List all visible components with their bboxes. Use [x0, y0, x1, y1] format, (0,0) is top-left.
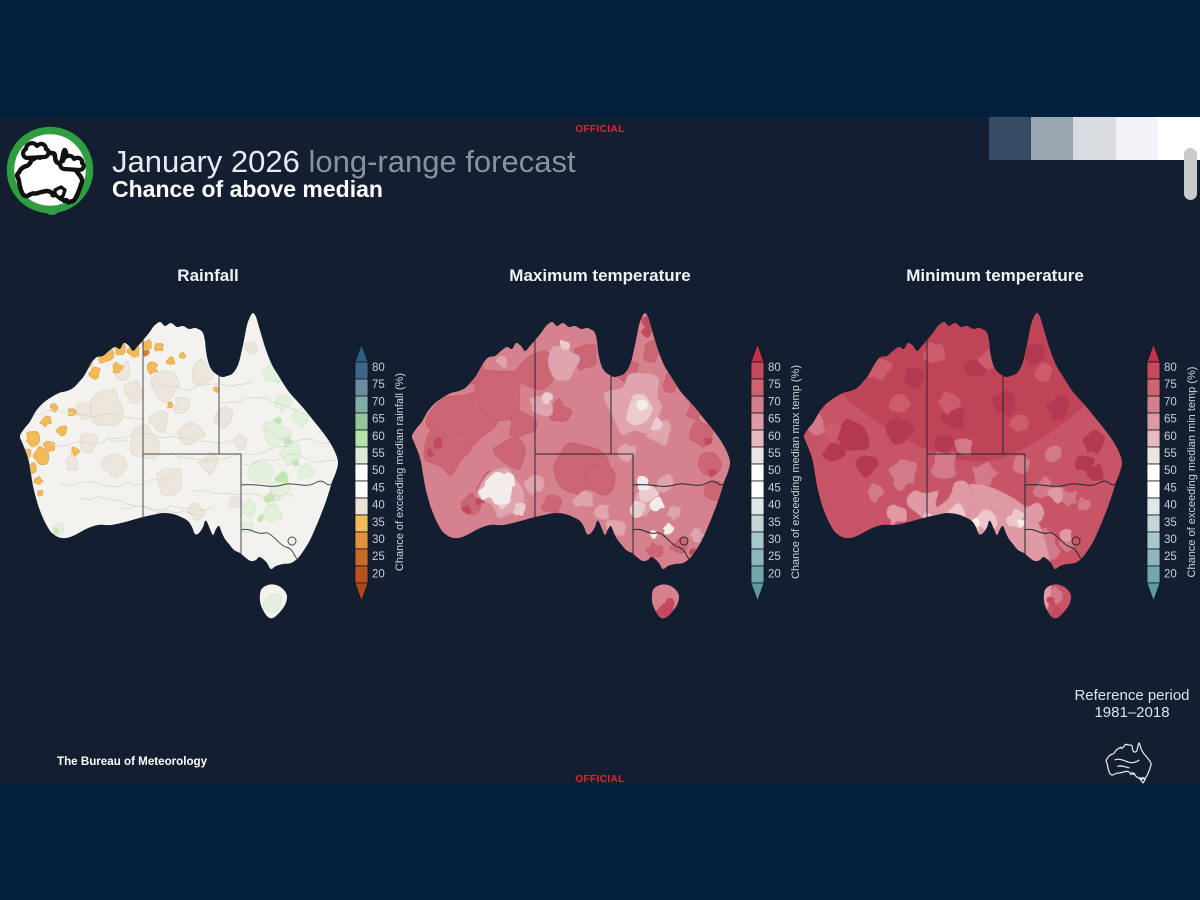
svg-text:70: 70 — [768, 396, 781, 408]
svg-text:50: 50 — [1164, 465, 1177, 477]
svg-text:40: 40 — [372, 500, 385, 512]
svg-text:60: 60 — [768, 431, 781, 443]
svg-text:65: 65 — [1164, 414, 1177, 426]
svg-text:25: 25 — [1164, 551, 1177, 563]
svg-text:35: 35 — [1164, 517, 1177, 529]
svg-text:65: 65 — [768, 414, 781, 426]
svg-text:75: 75 — [768, 379, 781, 391]
svg-text:40: 40 — [1164, 500, 1177, 512]
svg-text:55: 55 — [768, 448, 781, 460]
svg-text:40: 40 — [768, 500, 781, 512]
svg-text:20: 20 — [372, 568, 385, 580]
svg-text:30: 30 — [372, 534, 385, 546]
svg-text:70: 70 — [1164, 396, 1177, 408]
svg-text:75: 75 — [372, 379, 385, 391]
svg-text:45: 45 — [1164, 482, 1177, 494]
svg-text:80: 80 — [372, 362, 385, 374]
svg-text:Chance of exceeding median rai: Chance of exceeding median rainfall (%) — [394, 373, 406, 571]
svg-text:60: 60 — [372, 431, 385, 443]
svg-text:30: 30 — [1164, 534, 1177, 546]
svg-text:50: 50 — [768, 465, 781, 477]
svg-text:35: 35 — [768, 517, 781, 529]
svg-text:Chance of exceeding median max: Chance of exceeding median max temp (%) — [790, 365, 802, 579]
svg-text:45: 45 — [768, 482, 781, 494]
svg-text:55: 55 — [372, 448, 385, 460]
svg-text:20: 20 — [1164, 568, 1177, 580]
svg-text:80: 80 — [1164, 362, 1177, 374]
svg-text:Chance of exceeding median min: Chance of exceeding median min temp (%) — [1186, 367, 1198, 578]
svg-text:20: 20 — [768, 568, 781, 580]
svg-text:25: 25 — [768, 551, 781, 563]
svg-text:55: 55 — [1164, 448, 1177, 460]
svg-text:45: 45 — [372, 482, 385, 494]
svg-text:70: 70 — [372, 396, 385, 408]
svg-text:35: 35 — [372, 517, 385, 529]
svg-text:50: 50 — [372, 465, 385, 477]
svg-text:80: 80 — [768, 362, 781, 374]
svg-text:25: 25 — [372, 551, 385, 563]
svg-text:60: 60 — [1164, 431, 1177, 443]
svg-text:65: 65 — [372, 414, 385, 426]
svg-text:30: 30 — [768, 534, 781, 546]
svg-text:75: 75 — [1164, 379, 1177, 391]
